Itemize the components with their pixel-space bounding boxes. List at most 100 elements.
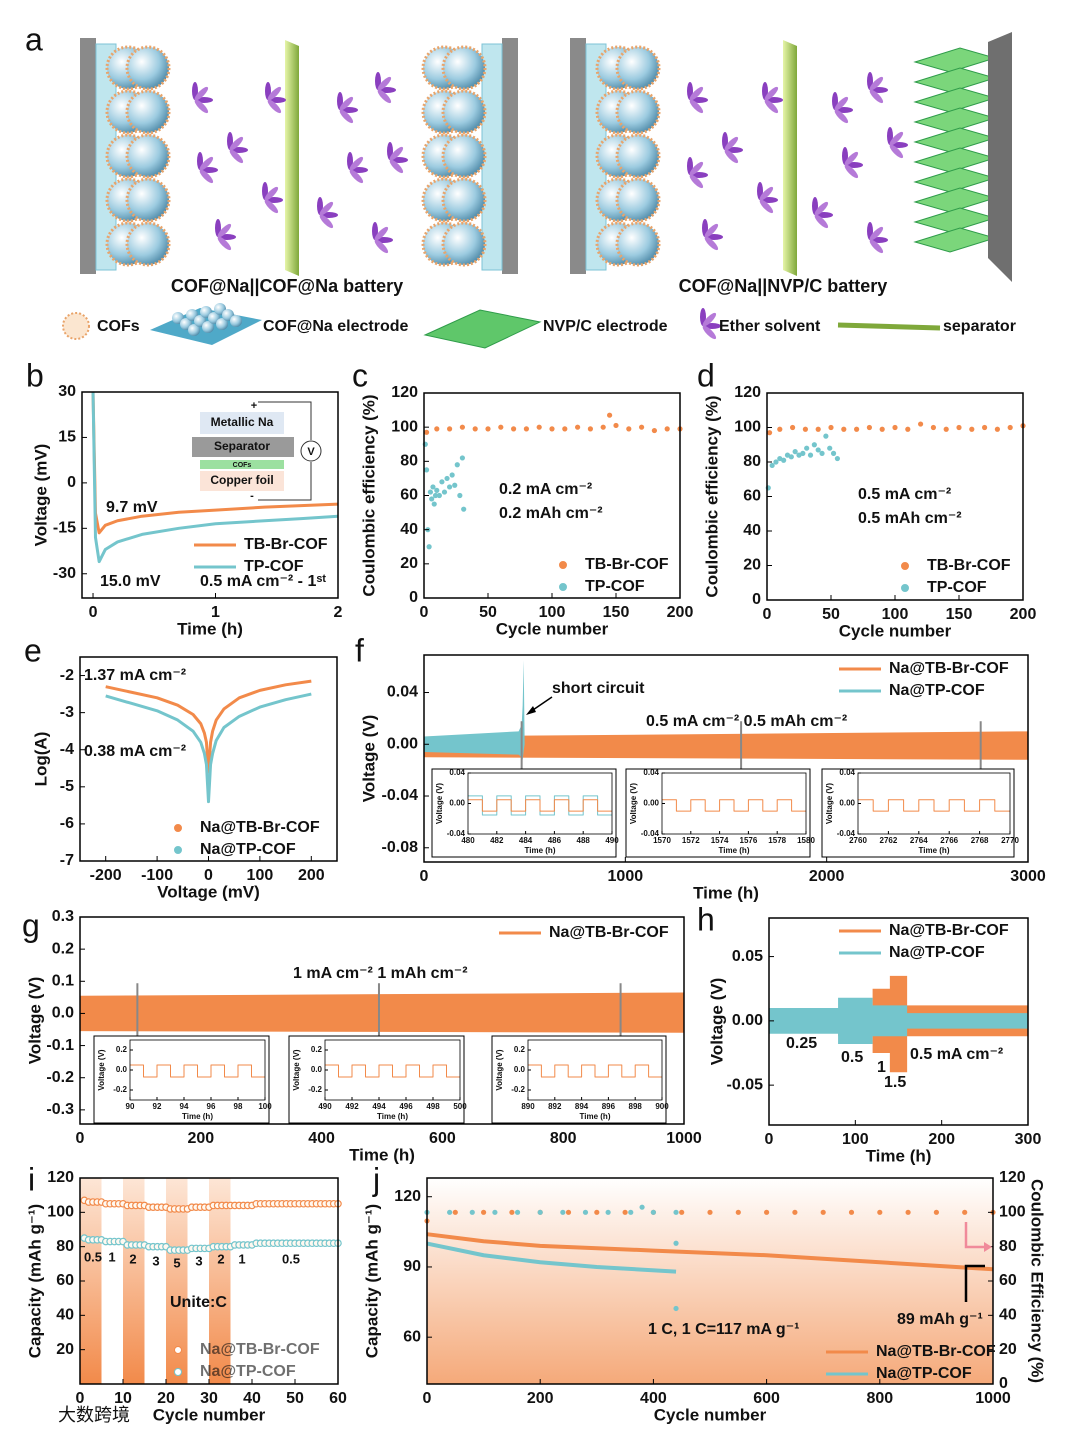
data-point (969, 426, 975, 432)
cof-sphere (441, 133, 487, 179)
y-axis-label: Voltage (V) (629, 783, 638, 825)
x-tick-label: 100 (842, 1131, 869, 1148)
y-tick-label: 120 (391, 384, 418, 401)
y-tick-label: -0.2 (113, 1085, 127, 1094)
solvent-molecule (349, 169, 364, 184)
plot-frame (423, 654, 1029, 863)
data-point (830, 450, 837, 456)
legend-label: NVP/C electrode (543, 318, 668, 335)
y-axis-label: Voltage (V) (707, 978, 726, 1066)
y-tick-label: 0.04 (449, 768, 465, 777)
y-tick-label: 0.04 (643, 768, 659, 777)
y-tick-label: 15 (58, 429, 76, 446)
x-tick-label: 498 (426, 1102, 440, 1111)
wire (258, 401, 312, 440)
solvent-molecule (764, 86, 779, 101)
data-line (91, 391, 339, 564)
y2-tick-label: 100 (999, 1204, 1026, 1221)
data-point (447, 1209, 453, 1215)
data-point (841, 426, 847, 432)
data-point (509, 1209, 515, 1215)
data-line (662, 799, 806, 812)
y2-axis-label: Coulombic Efficiency (%) (1028, 1179, 1047, 1383)
x-tick-label: 0 (420, 868, 429, 885)
x-tick-label: 90 (126, 1102, 135, 1111)
data-point (587, 426, 594, 432)
legend-marker (174, 824, 182, 832)
data-point (622, 1209, 628, 1215)
annotation: 2 (217, 1251, 224, 1266)
x-tick-label: 150 (946, 606, 973, 623)
x-tick-label: 100 (539, 604, 566, 621)
y2-tick-label: 40 (999, 1307, 1017, 1324)
signal-band (424, 660, 525, 760)
signal-band (769, 997, 1028, 1044)
data-point (565, 1209, 572, 1215)
legend-sphere (230, 315, 242, 327)
solvent-molecule (814, 214, 829, 229)
cof-sphere (441, 177, 487, 223)
x-tick-label: 1576 (740, 836, 758, 845)
data-point (582, 1209, 589, 1215)
panel-label: d (697, 357, 715, 393)
x-tick-label: 1000 (666, 1130, 702, 1147)
solvent-molecule (319, 201, 334, 216)
schematic-meter (300, 440, 322, 462)
data-point (459, 455, 465, 461)
x-axis-label: Cycle number (654, 1405, 767, 1424)
panel-label: g (22, 907, 40, 943)
nvp-layer (913, 47, 997, 73)
annotation: 0.5 mA cm⁻² (858, 486, 951, 503)
data-point (626, 426, 632, 432)
solvent-molecule (349, 156, 364, 171)
nvp-layer (913, 207, 997, 233)
x-axis-label: Time (h) (919, 846, 950, 855)
y-tick-label: 0.3 (52, 908, 74, 925)
annotation: 0.38 mA cm⁻² (84, 743, 186, 760)
x-tick-label: 898 (629, 1102, 643, 1111)
y-tick-label: -7 (60, 852, 74, 869)
data-point (905, 1209, 911, 1215)
panel-label: e (24, 632, 42, 668)
x-tick-label: 0 (76, 1130, 85, 1147)
x-tick-label: 1572 (682, 836, 700, 845)
data-point (673, 1305, 679, 1312)
annotation: 2 (129, 1251, 136, 1266)
x-tick-label: 1578 (768, 836, 786, 845)
legend-label: COFs (97, 318, 140, 335)
data-point (827, 445, 833, 451)
x-tick-label: 150 (603, 604, 630, 621)
rate-band (209, 1178, 231, 1384)
legend-label: Na@TB-Br-COF (200, 819, 320, 836)
data-point (447, 484, 453, 490)
x-tick-label: 60 (329, 1390, 347, 1407)
data-line (130, 1064, 265, 1078)
data-point (815, 447, 821, 453)
solvent-molecule (229, 136, 244, 151)
data-point (707, 1209, 713, 1215)
y-axis-label: Voltage (V) (292, 1049, 301, 1091)
wire (258, 462, 312, 501)
data-point (994, 426, 1001, 432)
legend-label: Na@TB-Br-COF (200, 1341, 320, 1358)
annotation: 3 (195, 1253, 202, 1268)
y-tick-label: 0.0 (514, 1065, 526, 1074)
solvent-molecule (377, 76, 392, 91)
y-axis-label: Voltage (V) (97, 1049, 106, 1091)
annotation: 1.37 mA cm⁻² (84, 667, 186, 684)
arrow (964, 1264, 985, 1302)
solvent-molecule (194, 86, 209, 101)
solvent-molecule (704, 223, 719, 238)
x-tick-label: 0 (423, 1390, 432, 1407)
x-tick-label: 0 (763, 606, 772, 623)
annotation: 0.5 (84, 1249, 102, 1264)
data-line (105, 692, 312, 804)
x-tick-label: 98 (234, 1102, 243, 1111)
y-axis-label: Coulombic efficiency (%) (359, 394, 378, 596)
y-tick-label: -0.3 (46, 1101, 74, 1118)
x-tick-label: 96 (207, 1102, 216, 1111)
data-point (537, 1209, 543, 1215)
solvent-molecule (834, 96, 849, 111)
schematic-na (200, 412, 284, 434)
inset-box (431, 768, 617, 858)
